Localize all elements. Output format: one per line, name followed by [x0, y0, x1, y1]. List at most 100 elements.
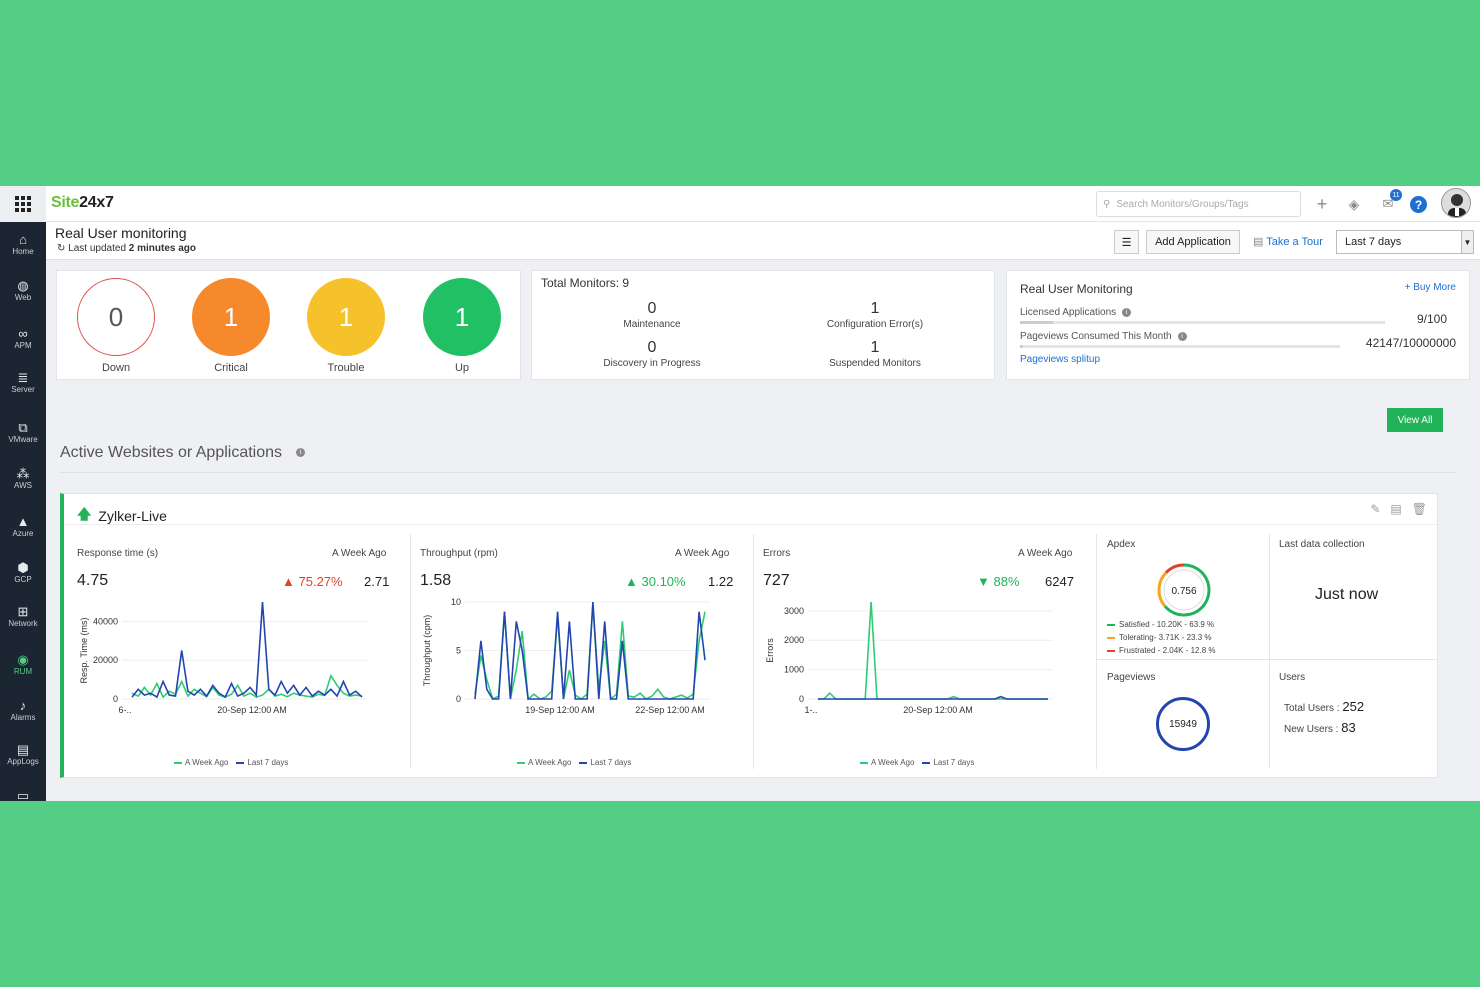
legend-week-ago[interactable]: A Week Ago	[174, 758, 228, 767]
y-tick-label: 10	[451, 597, 461, 607]
delete-icon[interactable]: 🗑	[1411, 502, 1427, 516]
add-icon[interactable]: +	[1316, 193, 1328, 214]
list-view-button[interactable]: ☰	[1114, 230, 1139, 254]
sidebar-item-apm[interactable]: ∞ APM	[0, 326, 46, 350]
site24x7-logo[interactable]: Site24x7	[51, 194, 114, 211]
monitor-icon: ▭	[16, 788, 30, 801]
errors-ago-label: A Week Ago	[1018, 548, 1073, 559]
errors-legend: A Week Ago Last 7 days	[860, 758, 974, 767]
pageviews-value: 15949	[1169, 718, 1197, 730]
errors-chart[interactable]: 0 1000 2000 3000 Errors 1-.. 20-Sep 12:00 AM	[763, 594, 1063, 724]
bell-icon[interactable]: ◈	[1348, 195, 1360, 212]
pageviews-ring[interactable]: 15949	[1156, 697, 1210, 751]
application-card[interactable]: 🡅 Zylker-Live ✎ ▤ 🗑 Response time (s) A W…	[60, 493, 1438, 778]
take-tour-link[interactable]: ▤ Take a Tour	[1253, 236, 1323, 248]
licensed-applications-label: Licensed Applications i	[1020, 307, 1132, 318]
pageviews-splitup-link[interactable]: Pageviews splitup	[1020, 354, 1101, 365]
view-all-button[interactable]: View All	[1387, 408, 1443, 432]
last-collection-title: Last data collection	[1279, 539, 1365, 550]
sidebar-item-vmware[interactable]: ⧉ VMware	[0, 420, 46, 444]
page-header: Real User monitoring ↻ Last updated 2 mi…	[46, 222, 1480, 260]
period-select[interactable]: Last 7 days ▼	[1336, 230, 1474, 254]
application-name[interactable]: 🡅 Zylker-Live	[77, 504, 167, 528]
sidebar-item-label: GCP	[14, 575, 32, 584]
sidebar-item-aws[interactable]: ⁂ AWS	[0, 466, 46, 490]
total-monitors-card: Total Monitors: 9 0 Maintenance 1 Config…	[531, 270, 995, 380]
help-icon[interactable]: ?	[1410, 196, 1427, 213]
column-divider	[753, 534, 754, 769]
info-icon[interactable]: i	[296, 448, 306, 458]
throughput-chart[interactable]: 0 5 10 Throughput (cpm) 19-Sep 12:00 AM 22-Se…	[420, 594, 720, 724]
sidebar-item-alarms[interactable]: ♪ Alarms	[0, 698, 46, 722]
apdex-gauge[interactable]: 0.756	[1154, 560, 1214, 620]
sidebar-item-applogs[interactable]: ▤ AppLogs	[0, 742, 46, 766]
x-tick-label: 22-Sep 12:00 AM	[635, 705, 705, 715]
x-tick-label: 1-..	[804, 705, 817, 715]
messages-icon[interactable]: ✉ 11	[1377, 189, 1402, 215]
card-divider	[64, 524, 1438, 525]
sidebar-item-label: Azure	[12, 529, 34, 538]
sidebar-item-label: Home	[12, 247, 34, 256]
legend-week-ago[interactable]: A Week Ago	[860, 758, 914, 767]
maintenance-count[interactable]: 0	[647, 300, 657, 317]
page-title: Real User monitoring	[55, 225, 187, 241]
pageviews-progress-bar	[1020, 345, 1340, 348]
info-icon[interactable]: i	[1177, 331, 1187, 341]
sidebar-item-web[interactable]: ◍ Web	[0, 278, 46, 302]
sidebar-item-network[interactable]: ⊞ Network	[0, 604, 46, 628]
grid-icon	[15, 196, 31, 212]
legend-last-7-days[interactable]: Last 7 days	[236, 758, 288, 767]
avatar[interactable]	[1441, 188, 1471, 218]
search-input[interactable]: ⚲ Search Monitors/Groups/Tags	[1096, 191, 1301, 217]
panel-divider	[1270, 659, 1438, 660]
status-circle-up[interactable]: 1	[423, 278, 501, 356]
errors-old-value: 6247	[1045, 574, 1074, 589]
pageviews-consumed-value: 42147/10000000	[1365, 336, 1456, 350]
app-window: Site24x7 ⚲ Search Monitors/Groups/Tags +…	[0, 186, 1480, 801]
edit-icon[interactable]: ✎	[1370, 502, 1381, 516]
throughput-change: ▲ 30.10%	[625, 574, 686, 589]
refresh-icon[interactable]: ↻	[57, 243, 66, 254]
sidebar-item-more[interactable]: ▭	[0, 788, 46, 801]
status-circle-critical[interactable]: 1	[192, 278, 270, 356]
series-line-week-ago	[131, 673, 363, 699]
errors-change: ▼ 88%	[977, 574, 1020, 589]
response-time-value: 4.75	[77, 572, 109, 589]
sidebar-item-label: APM	[14, 341, 32, 350]
apdex-satisfied: Satisfied - 10.20K - 63.9 %	[1107, 620, 1214, 629]
sidebar-item-home[interactable]: ⌂ Home	[0, 232, 46, 256]
report-icon[interactable]: ▤	[1390, 502, 1402, 516]
y-tick-label: 0	[456, 694, 461, 704]
suspended-count[interactable]: 1	[870, 339, 880, 356]
series-line-last-7-days	[474, 601, 706, 700]
apdex-inner-ring	[1163, 569, 1205, 611]
sidebar-item-label: Network	[8, 619, 38, 628]
response-time-chart[interactable]: 0 20000 40000 Resp. Time (ms) 6-.. 20-Sep 12:…	[77, 594, 377, 724]
status-circle-down[interactable]: 0	[77, 278, 155, 356]
add-application-button[interactable]: Add Application	[1146, 230, 1240, 254]
config-error-count[interactable]: 1	[870, 300, 880, 317]
list-icon: ☰	[1121, 236, 1132, 249]
y-axis-label: Throughput (cpm)	[422, 615, 432, 687]
discovery-count[interactable]: 0	[647, 339, 657, 356]
info-icon[interactable]: i	[1122, 307, 1132, 317]
network-icon: ⊞	[17, 604, 29, 619]
sidebar-item-azure[interactable]: ▲ Azure	[0, 514, 46, 538]
legend-last-7-days[interactable]: Last 7 days	[922, 758, 974, 767]
series-line-last-7-days	[131, 601, 363, 699]
x-tick-label: 20-Sep 12:00 AM	[217, 705, 287, 715]
legend-week-ago[interactable]: A Week Ago	[517, 758, 571, 767]
legend-last-7-days[interactable]: Last 7 days	[579, 758, 631, 767]
apdex-arc-tolerating	[1157, 571, 1168, 608]
search-placeholder: Search Monitors/Groups/Tags	[1116, 198, 1249, 210]
app-grid-button[interactable]	[0, 186, 46, 222]
throughput-old-value: 1.22	[708, 574, 734, 589]
y-tick-label: 1000	[784, 665, 804, 675]
sidebar-item-gcp[interactable]: ⬢ GCP	[0, 560, 46, 584]
sidebar-item-rum[interactable]: ◉ RUM	[0, 652, 46, 676]
sidebar-item-server[interactable]: ≣ Server	[0, 370, 46, 394]
notification-badge: 11	[1390, 189, 1402, 201]
status-circle-trouble[interactable]: 1	[307, 278, 385, 356]
pageviews-consumed-label: Pageviews Consumed This Month i	[1020, 331, 1187, 342]
buy-more-link[interactable]: + Buy More	[1404, 282, 1456, 293]
